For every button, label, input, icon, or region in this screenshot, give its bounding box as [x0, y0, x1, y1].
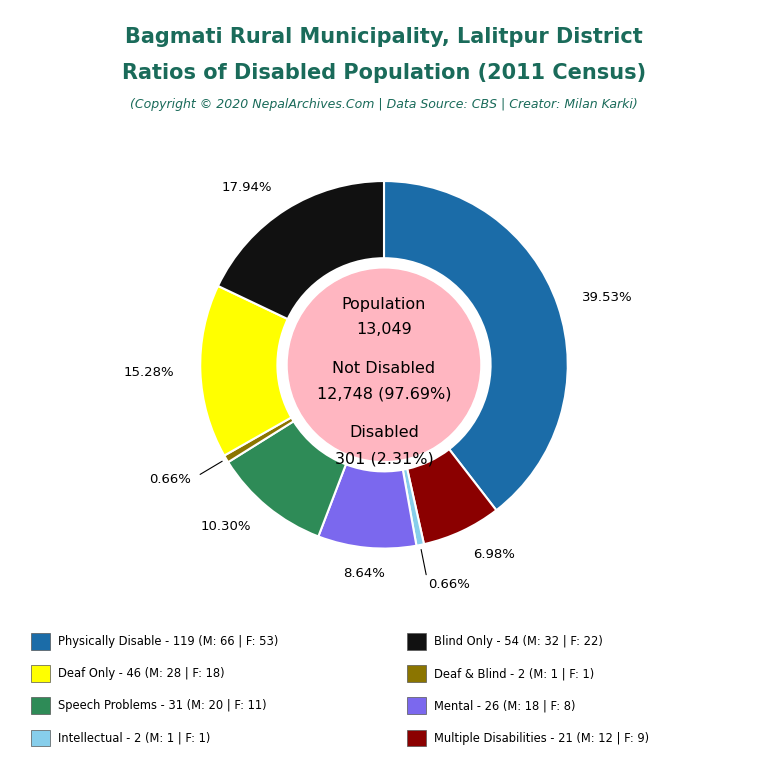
Text: Physically Disable - 119 (M: 66 | F: 53): Physically Disable - 119 (M: 66 | F: 53) — [58, 635, 278, 647]
Wedge shape — [319, 465, 416, 548]
Text: 39.53%: 39.53% — [582, 290, 633, 303]
Wedge shape — [224, 418, 293, 462]
Text: Deaf Only - 46 (M: 28 | F: 18): Deaf Only - 46 (M: 28 | F: 18) — [58, 667, 224, 680]
Text: Mental - 26 (M: 18 | F: 8): Mental - 26 (M: 18 | F: 8) — [434, 700, 575, 712]
Text: 13,049: 13,049 — [356, 323, 412, 337]
Text: 0.66%: 0.66% — [150, 473, 191, 486]
Text: Population: Population — [342, 296, 426, 312]
Text: 0.66%: 0.66% — [429, 578, 470, 591]
Text: Ratios of Disabled Population (2011 Census): Ratios of Disabled Population (2011 Cens… — [122, 63, 646, 83]
Text: 17.94%: 17.94% — [222, 181, 272, 194]
Text: Disabled: Disabled — [349, 425, 419, 440]
Text: 8.64%: 8.64% — [343, 567, 386, 580]
Text: Speech Problems - 31 (M: 20 | F: 11): Speech Problems - 31 (M: 20 | F: 11) — [58, 700, 266, 712]
Text: Deaf & Blind - 2 (M: 1 | F: 1): Deaf & Blind - 2 (M: 1 | F: 1) — [434, 667, 594, 680]
Wedge shape — [200, 286, 291, 455]
Text: 10.30%: 10.30% — [200, 520, 251, 533]
Text: 12,748 (97.69%): 12,748 (97.69%) — [316, 387, 452, 402]
Wedge shape — [218, 181, 384, 319]
Wedge shape — [407, 449, 496, 545]
Text: 301 (2.31%): 301 (2.31%) — [335, 451, 433, 466]
Wedge shape — [228, 422, 346, 536]
Text: Not Disabled: Not Disabled — [333, 361, 435, 376]
Text: 15.28%: 15.28% — [124, 366, 174, 379]
Text: Intellectual - 2 (M: 1 | F: 1): Intellectual - 2 (M: 1 | F: 1) — [58, 732, 210, 744]
Wedge shape — [384, 181, 568, 510]
Text: Multiple Disabilities - 21 (M: 12 | F: 9): Multiple Disabilities - 21 (M: 12 | F: 9… — [434, 732, 649, 744]
Text: Bagmati Rural Municipality, Lalitpur District: Bagmati Rural Municipality, Lalitpur Dis… — [125, 27, 643, 47]
Wedge shape — [402, 468, 424, 546]
Circle shape — [289, 270, 479, 460]
Text: Blind Only - 54 (M: 32 | F: 22): Blind Only - 54 (M: 32 | F: 22) — [434, 635, 603, 647]
Text: (Copyright © 2020 NepalArchives.Com | Data Source: CBS | Creator: Milan Karki): (Copyright © 2020 NepalArchives.Com | Da… — [130, 98, 638, 111]
Text: 6.98%: 6.98% — [473, 548, 515, 561]
